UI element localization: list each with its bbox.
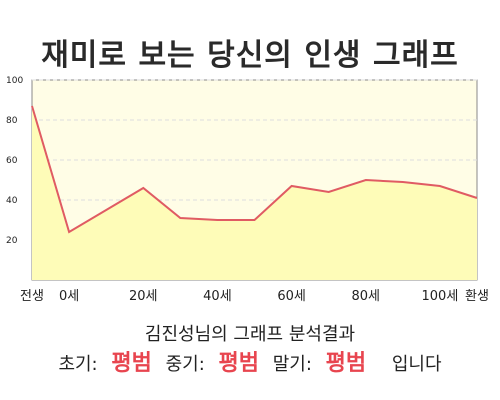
series-area: [32, 106, 477, 280]
x-tick-label: 100세: [422, 289, 459, 304]
life-graph-chart: 20 40 60 80 100 전생 0세 20세 40세 60세 80세 100세 환생: [6, 76, 489, 304]
result-heading: 김진성님의 그래프 분석결과: [144, 324, 356, 345]
early-value: 평범: [111, 351, 152, 376]
mid-label: 중기:: [165, 354, 205, 375]
late-label: 말기:: [272, 354, 312, 375]
x-tick-label: 20세: [129, 289, 158, 304]
mid-value: 평범: [218, 351, 259, 376]
y-tick-label: 100: [6, 76, 23, 86]
result-suffix: 입니다: [391, 354, 442, 375]
y-axis-ticks: 20 40 60 80 100: [6, 76, 23, 246]
y-tick-label: 60: [6, 156, 18, 166]
x-tick-label: 환생: [465, 289, 489, 304]
y-tick-label: 80: [6, 116, 18, 126]
x-tick-label: 60세: [277, 289, 306, 304]
x-tick-label: 40세: [203, 289, 232, 304]
late-value: 평범: [325, 351, 367, 376]
early-label: 초기:: [58, 354, 98, 375]
y-tick-label: 20: [6, 236, 18, 246]
chart-title: 재미로 보는 당신의 인생 그래프: [41, 38, 459, 73]
x-tick-label: 0세: [59, 289, 79, 304]
x-tick-label: 전생: [20, 289, 44, 304]
x-tick-label: 80세: [351, 289, 380, 304]
y-tick-label: 40: [6, 196, 18, 206]
result-summary: 초기: 평범 중기: 평범 말기: 평범 입니다: [0, 345, 500, 377]
x-axis-ticks: 전생 0세 20세 40세 60세 80세 100세 환생: [20, 289, 489, 304]
series-line: [31, 105, 478, 234]
